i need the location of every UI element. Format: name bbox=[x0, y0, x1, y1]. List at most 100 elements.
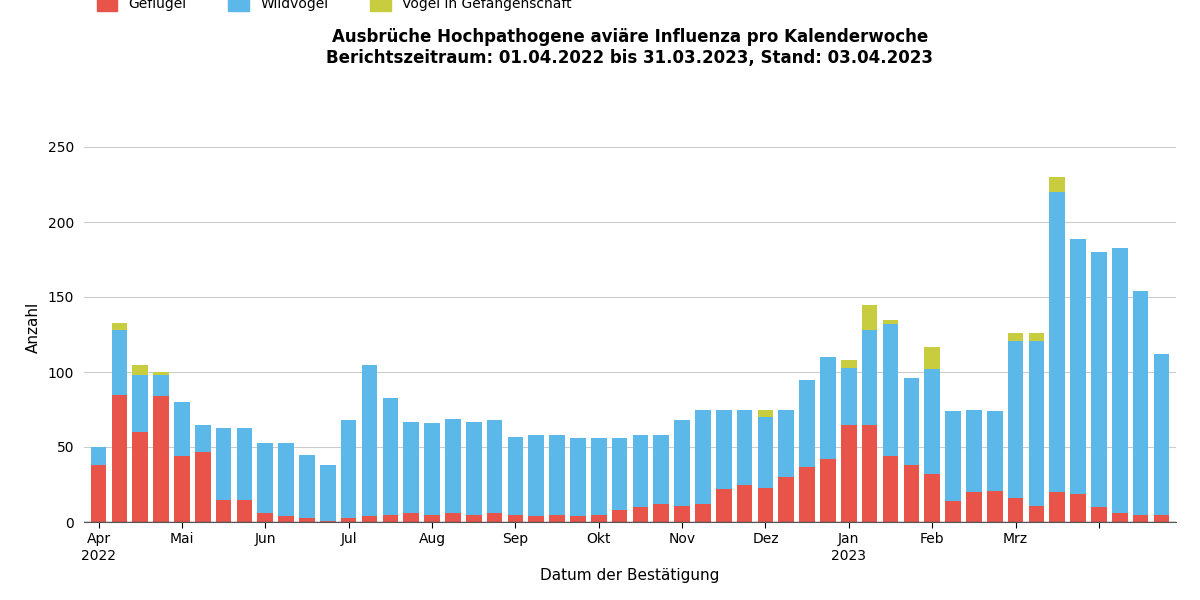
Bar bbox=[132, 375, 148, 432]
Bar bbox=[216, 499, 232, 522]
Bar bbox=[737, 409, 752, 485]
Bar bbox=[508, 437, 523, 514]
Bar bbox=[1091, 507, 1106, 522]
Bar bbox=[654, 435, 670, 504]
Bar bbox=[654, 504, 670, 522]
Bar bbox=[154, 396, 169, 522]
Bar bbox=[695, 504, 710, 522]
Bar bbox=[1008, 340, 1024, 498]
Bar bbox=[112, 323, 127, 330]
Bar bbox=[550, 514, 565, 522]
Bar bbox=[1049, 192, 1066, 492]
Bar bbox=[674, 505, 690, 522]
Bar bbox=[194, 451, 211, 522]
Bar bbox=[883, 456, 899, 522]
Bar bbox=[986, 411, 1002, 491]
Bar bbox=[757, 409, 773, 417]
Bar bbox=[487, 513, 503, 522]
Bar bbox=[320, 520, 336, 522]
Bar bbox=[1153, 514, 1169, 522]
Bar bbox=[590, 438, 606, 514]
Y-axis label: Anzahl: Anzahl bbox=[26, 301, 41, 353]
Bar bbox=[570, 438, 586, 516]
Bar bbox=[841, 360, 857, 367]
Bar bbox=[383, 514, 398, 522]
Bar bbox=[924, 369, 940, 474]
Bar bbox=[383, 397, 398, 514]
Bar bbox=[1153, 354, 1169, 514]
Bar bbox=[779, 477, 794, 522]
Bar bbox=[716, 409, 732, 489]
Bar bbox=[174, 402, 190, 456]
Bar bbox=[757, 417, 773, 487]
Bar bbox=[757, 487, 773, 522]
Bar bbox=[904, 465, 919, 522]
Bar bbox=[1133, 291, 1148, 514]
Bar bbox=[445, 513, 461, 522]
Bar bbox=[1028, 505, 1044, 522]
Bar bbox=[445, 419, 461, 513]
Bar bbox=[883, 324, 899, 456]
Bar bbox=[1091, 252, 1106, 507]
Title: Ausbrüche Hochpathogene aviäre Influenza pro Kalenderwoche
Berichtszeitraum: 01.: Ausbrüche Hochpathogene aviäre Influenza… bbox=[326, 28, 934, 67]
Bar bbox=[258, 443, 274, 513]
Bar bbox=[361, 364, 377, 516]
Bar bbox=[570, 516, 586, 522]
Bar bbox=[1112, 513, 1128, 522]
Bar bbox=[1049, 492, 1066, 522]
Bar bbox=[1049, 177, 1066, 192]
Bar bbox=[1008, 498, 1024, 522]
Bar bbox=[425, 514, 440, 522]
Bar bbox=[154, 372, 169, 375]
Bar bbox=[236, 499, 252, 522]
Bar bbox=[154, 375, 169, 396]
Bar bbox=[820, 357, 835, 459]
Bar bbox=[862, 425, 877, 522]
Bar bbox=[278, 516, 294, 522]
Bar bbox=[799, 379, 815, 467]
Bar bbox=[924, 474, 940, 522]
Bar bbox=[841, 425, 857, 522]
Bar bbox=[674, 420, 690, 505]
Bar bbox=[716, 489, 732, 522]
Bar bbox=[841, 367, 857, 425]
Bar bbox=[487, 420, 503, 513]
Bar bbox=[341, 517, 356, 522]
Bar bbox=[1028, 333, 1044, 340]
Bar bbox=[258, 513, 274, 522]
Bar bbox=[632, 507, 648, 522]
Bar bbox=[779, 409, 794, 477]
Bar bbox=[508, 514, 523, 522]
Bar bbox=[632, 435, 648, 507]
Bar bbox=[799, 467, 815, 522]
Bar bbox=[946, 411, 961, 501]
Bar bbox=[341, 420, 356, 517]
Bar bbox=[132, 364, 148, 375]
Bar bbox=[550, 435, 565, 514]
Bar bbox=[590, 514, 606, 522]
Bar bbox=[403, 513, 419, 522]
Bar bbox=[612, 438, 628, 510]
Bar bbox=[1070, 493, 1086, 522]
Bar bbox=[966, 409, 982, 492]
Bar bbox=[1070, 238, 1086, 493]
Bar bbox=[1028, 340, 1044, 505]
Bar bbox=[1112, 247, 1128, 513]
Bar bbox=[612, 510, 628, 522]
Bar bbox=[695, 409, 710, 504]
Bar bbox=[466, 514, 481, 522]
Bar bbox=[112, 330, 127, 395]
Bar bbox=[528, 435, 544, 516]
Bar bbox=[194, 425, 211, 451]
Bar bbox=[91, 447, 107, 465]
Bar bbox=[216, 427, 232, 499]
Bar bbox=[1133, 514, 1148, 522]
X-axis label: Datum der Bestätigung: Datum der Bestätigung bbox=[540, 568, 720, 583]
Bar bbox=[986, 491, 1002, 522]
Bar bbox=[174, 456, 190, 522]
Bar bbox=[91, 465, 107, 522]
Bar bbox=[924, 346, 940, 369]
Bar bbox=[862, 304, 877, 330]
Legend: Geflügel, Wildvögel, Vögel in Gefangenschaft: Geflügel, Wildvögel, Vögel in Gefangensc… bbox=[91, 0, 577, 17]
Bar bbox=[946, 501, 961, 522]
